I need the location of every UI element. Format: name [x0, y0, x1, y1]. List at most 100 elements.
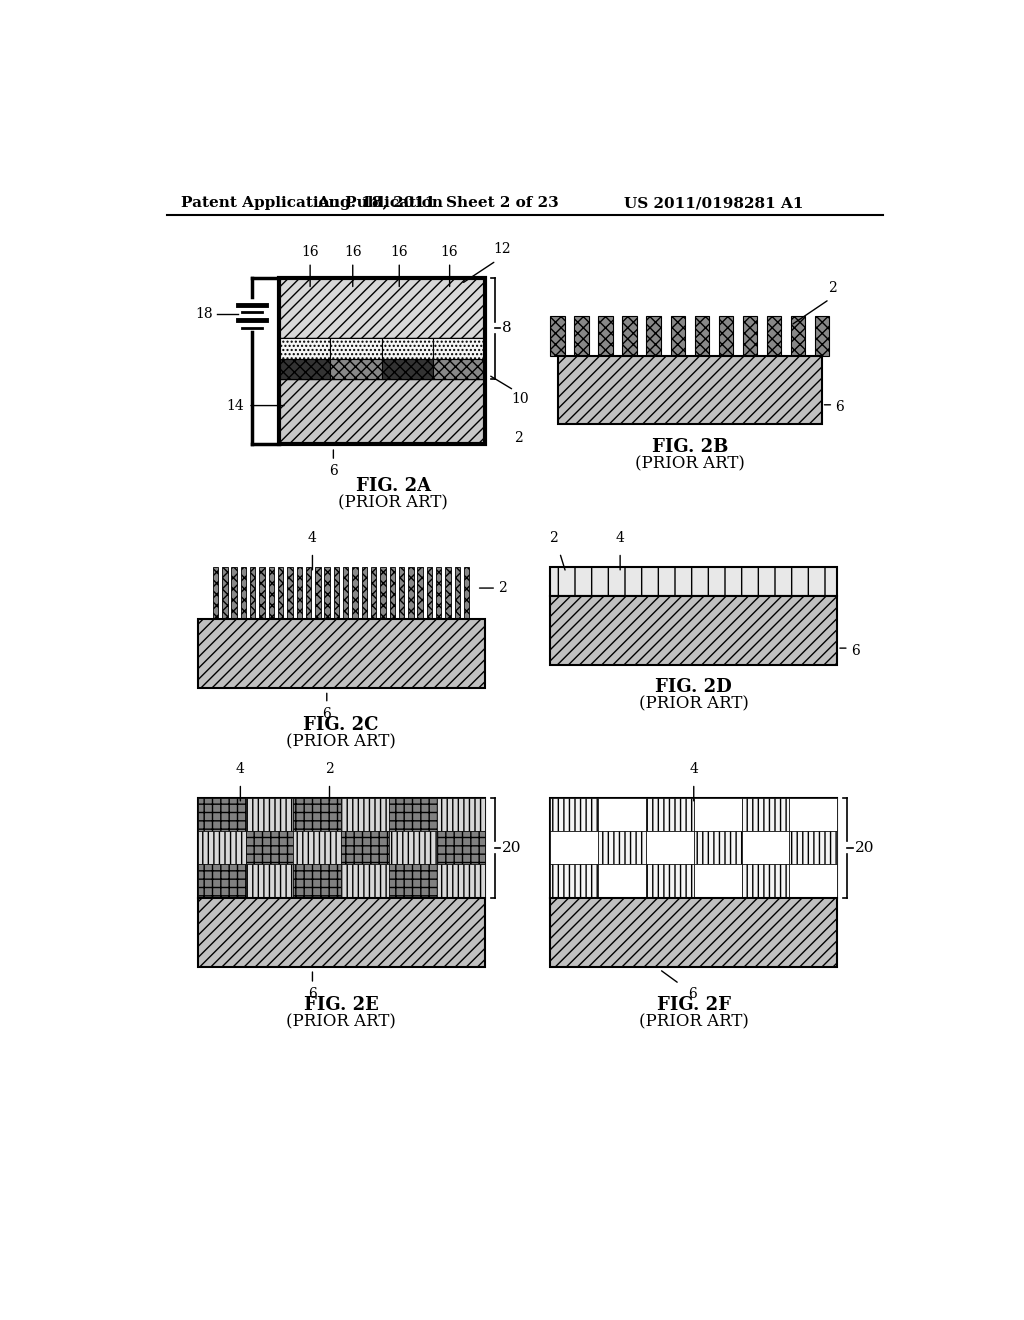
Bar: [790, 797, 838, 830]
Bar: [250, 566, 255, 619]
Bar: [341, 797, 389, 830]
Bar: [382, 338, 433, 359]
Bar: [791, 317, 805, 356]
Bar: [550, 566, 838, 595]
Text: US 2011/0198281 A1: US 2011/0198281 A1: [624, 197, 804, 210]
Bar: [246, 797, 293, 830]
Bar: [389, 797, 436, 830]
Text: (PRIOR ART): (PRIOR ART): [286, 1014, 396, 1031]
Text: 18: 18: [196, 308, 213, 321]
Text: 16: 16: [390, 244, 408, 259]
Text: 20: 20: [503, 841, 522, 854]
Bar: [598, 317, 613, 356]
Bar: [231, 566, 237, 619]
Text: 16: 16: [301, 244, 318, 259]
Bar: [409, 566, 414, 619]
Bar: [280, 379, 484, 444]
Bar: [550, 595, 838, 665]
Bar: [550, 317, 565, 356]
Bar: [352, 566, 357, 619]
Bar: [598, 865, 646, 898]
Bar: [198, 830, 246, 865]
Text: (PRIOR ART): (PRIOR ART): [639, 696, 749, 711]
Bar: [389, 566, 395, 619]
Bar: [343, 566, 348, 619]
Bar: [198, 619, 484, 688]
Bar: [293, 865, 341, 898]
Bar: [280, 359, 331, 379]
Text: 8: 8: [503, 321, 512, 335]
Bar: [361, 566, 367, 619]
Bar: [455, 566, 460, 619]
Text: 4: 4: [689, 762, 698, 776]
Bar: [371, 566, 377, 619]
Bar: [427, 566, 432, 619]
Bar: [306, 566, 311, 619]
Text: FIG. 2B: FIG. 2B: [651, 438, 728, 457]
Bar: [646, 317, 662, 356]
Bar: [259, 566, 265, 619]
Text: 4: 4: [236, 762, 245, 776]
Bar: [693, 865, 741, 898]
Text: 4: 4: [615, 531, 625, 545]
Bar: [222, 566, 227, 619]
Text: 2: 2: [827, 281, 837, 294]
Text: 2: 2: [326, 762, 334, 776]
Bar: [436, 830, 484, 865]
Bar: [246, 865, 293, 898]
Bar: [241, 566, 246, 619]
Bar: [741, 865, 790, 898]
Bar: [550, 830, 598, 865]
Text: (PRIOR ART): (PRIOR ART): [339, 495, 449, 512]
Bar: [278, 566, 284, 619]
Bar: [464, 566, 469, 619]
Bar: [198, 898, 484, 966]
Text: FIG. 2C: FIG. 2C: [303, 717, 379, 734]
Bar: [293, 830, 341, 865]
Text: 2: 2: [499, 581, 507, 595]
Bar: [389, 865, 436, 898]
Bar: [815, 317, 829, 356]
Text: 6: 6: [323, 706, 331, 721]
Bar: [433, 359, 484, 379]
Bar: [790, 865, 838, 898]
Bar: [550, 865, 598, 898]
Text: 2: 2: [549, 531, 558, 545]
Bar: [693, 797, 741, 830]
Text: (PRIOR ART): (PRIOR ART): [286, 734, 396, 751]
Bar: [213, 566, 218, 619]
Text: 6: 6: [851, 644, 860, 659]
Bar: [246, 830, 293, 865]
Bar: [790, 830, 838, 865]
Text: 6: 6: [329, 465, 338, 478]
Bar: [436, 865, 484, 898]
Text: 12: 12: [494, 242, 511, 256]
Text: 10: 10: [512, 392, 529, 407]
Bar: [550, 797, 838, 898]
Text: 16: 16: [344, 244, 361, 259]
Bar: [719, 317, 733, 356]
Bar: [433, 338, 484, 359]
Text: 14: 14: [226, 399, 245, 413]
Bar: [693, 830, 741, 865]
Bar: [297, 566, 302, 619]
Bar: [646, 865, 693, 898]
Bar: [280, 277, 484, 338]
Text: 4: 4: [308, 531, 316, 545]
Bar: [399, 566, 404, 619]
Bar: [550, 898, 838, 966]
Bar: [418, 566, 423, 619]
Bar: [550, 797, 598, 830]
Text: (PRIOR ART): (PRIOR ART): [639, 1014, 749, 1031]
Text: FIG. 2D: FIG. 2D: [655, 677, 732, 696]
Bar: [741, 830, 790, 865]
Bar: [574, 317, 589, 356]
Bar: [331, 359, 382, 379]
Bar: [694, 317, 710, 356]
Bar: [198, 797, 246, 830]
Bar: [382, 359, 433, 379]
Bar: [325, 566, 330, 619]
Text: 2: 2: [514, 430, 522, 445]
Bar: [198, 797, 484, 898]
Bar: [436, 566, 441, 619]
